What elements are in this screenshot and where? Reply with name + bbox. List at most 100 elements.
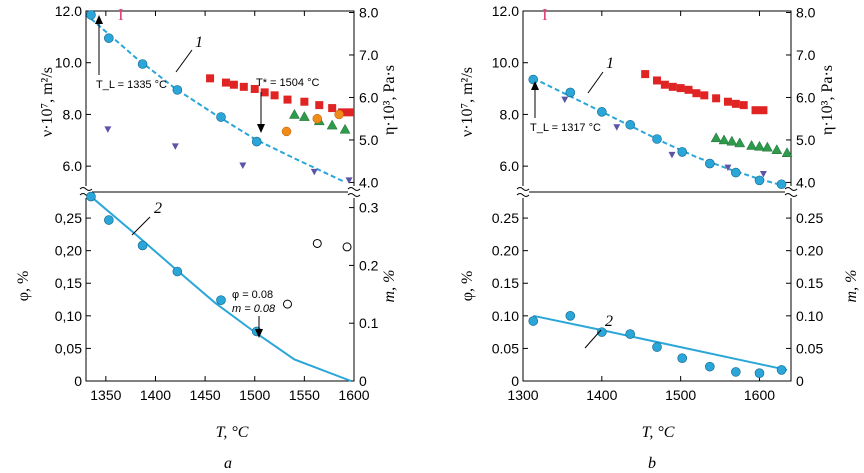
panel-b-lower-left-tick-label: 0.05 — [492, 340, 519, 356]
panel-b-x-tick-label: 1300 — [507, 387, 538, 403]
panel-b-x-tick-label: 1600 — [744, 387, 775, 403]
panel-a-nu-point — [172, 85, 183, 95]
panel-a-curve-2-leader — [131, 216, 151, 236]
panel-b-eta-triangle-point — [746, 139, 758, 150]
panel-a-tstar-annotation: T* = 1504 °C — [256, 77, 319, 89]
panel-a-upper-frame — [85, 10, 355, 193]
panel-a-x-tick-label: 1500 — [239, 387, 270, 403]
panel-a-lower-right-tick-label: 0.2 — [359, 257, 379, 273]
panel-b-eta-down-triangle-point — [668, 151, 676, 159]
panel-b-nu-point — [528, 74, 539, 85]
panel-b-lower-right-tick-label: 0.15 — [796, 275, 823, 291]
panel-b-eta-triangle-point — [718, 134, 730, 145]
panel-b-upper-left-tick-label: 12.0 — [492, 3, 519, 19]
panel-b-marks — [528, 70, 793, 378]
panel-b-eta-square-point — [700, 91, 709, 100]
panel-a-ticks — [86, 10, 355, 382]
panel-b-eta-triangle-point — [734, 137, 746, 148]
panel-b-eta-down-triangle-point — [613, 124, 621, 131]
panel-b-upper-left-y-label: ν·10⁷, m²/s — [459, 67, 476, 137]
panel-a-lower-left-y-label: φ, % — [15, 271, 32, 302]
panel-a-tl-arrowhead — [95, 15, 103, 24]
panel-b-ticks — [522, 10, 791, 382]
panel-b-nu-point — [597, 107, 607, 117]
panel-a-eta-square-point — [206, 74, 215, 83]
panel-a-nu-point — [216, 112, 226, 122]
panel-a-lower-right-tick-label: 0.1 — [359, 315, 379, 331]
panel-a-eta-down-triangle-point — [310, 168, 318, 176]
panel-a-eta-orange-point — [281, 126, 292, 137]
panel-a-eta-square-point — [315, 101, 324, 110]
panel-b-phi-point — [565, 311, 576, 321]
panel-b-eta-square-point — [739, 101, 748, 110]
panel-a-eta-square-point — [221, 78, 230, 87]
panel-b-eta-square-point — [684, 85, 693, 94]
panel-a-upper-right-y-label: η·10³, Pa·s — [381, 65, 398, 135]
panel-b-nu-fit-line — [532, 77, 784, 187]
panel-a-m-annotation: m = 0.08 — [232, 303, 276, 315]
panel-b-nu-point — [776, 179, 787, 190]
panel-a-phi-point — [216, 295, 226, 305]
panel-a-lower-right-tick-label: 0.3 — [359, 200, 379, 216]
panel-a-curve-2-label: 2 — [154, 200, 162, 217]
panel-a-upper-right-tick-label: 4.0 — [359, 174, 379, 190]
panel-a-eta-square-point — [229, 80, 238, 89]
panel-a-m-open-circle-point — [312, 238, 322, 248]
panel-b-phi-point — [597, 327, 607, 337]
panel-b-eta-square-point — [712, 94, 721, 103]
panel-b-error-bar-marker: I — [542, 5, 548, 24]
panel-a-eta-triangle-point — [339, 123, 351, 134]
panel-b-upper-right-tick-label: 8.0 — [796, 4, 816, 20]
panel-b-upper-left-tick-label: 6.0 — [500, 158, 520, 174]
panel-b-upper-left-tick-label: 8.0 — [500, 106, 520, 122]
panel-a-eta-square-point — [250, 84, 259, 93]
panel-a-upper-left-tick-label: 8.0 — [63, 106, 83, 122]
panel-b-upper-left-tick-label: 10.0 — [492, 55, 519, 71]
panel-b-lower-right-tick-label: 0 — [796, 373, 804, 389]
panel-a-lower-right-y-label: m, % — [381, 270, 398, 303]
panel-a-curve-1-leader — [175, 49, 193, 73]
panel-b-upper-right-y-label: η·10³, Pa·s — [819, 65, 836, 135]
panel-a-eta-down-triangle-point — [239, 162, 247, 169]
panel-a-x-tick-label: 1450 — [190, 387, 221, 403]
panel-a-curve-1-label: 1 — [195, 34, 203, 51]
panel-a-lower-frame — [85, 191, 355, 382]
panel-b-eta-square-point — [641, 70, 650, 79]
panel-b-phi-point — [705, 361, 715, 372]
panel-b-curve-2-leader — [584, 329, 602, 349]
panel-a-phi-point — [137, 240, 148, 251]
panel-b-upper-right-tick-label: 6.0 — [796, 89, 816, 105]
panel-a-eta-square-point — [300, 97, 309, 106]
panel-a-right-axis-break — [347, 187, 361, 197]
panel-b-eta-down-triangle-point — [561, 96, 569, 104]
panel-a-tstar-arrowhead — [257, 124, 265, 133]
panel-b-eta-square-point — [723, 97, 732, 106]
panel-b-nu-point — [565, 87, 576, 98]
panel-a-lower-left-tick-label: 0,10 — [55, 308, 82, 324]
panel-b-tl-annotation: T_L = 1317 °C — [530, 122, 601, 134]
panel-b-lower-frame — [522, 191, 792, 382]
panel-a-eta-square-point — [346, 108, 355, 117]
panel-a-x-tick-label: 1550 — [289, 387, 320, 403]
panel-a-x-axis-label: T, °C — [216, 424, 249, 441]
panel-a-m-open-circle-point — [342, 242, 352, 252]
panel-b-lower-left-tick-label: 0.15 — [492, 275, 519, 291]
panel-b-phi-point — [731, 367, 741, 377]
panel-a-phi-arrowhead — [255, 329, 263, 338]
panel-a-x-tick-label: 1350 — [90, 387, 121, 403]
panel-a-tl-annotation: T_L = 1335 °C — [96, 79, 167, 91]
panel-b-eta-square-point — [692, 89, 701, 98]
panel-a: 1350 1400 1450 1500 1550 1600 6.0 8.0 10… — [15, 3, 398, 472]
panel-a-phi-point — [86, 191, 96, 202]
panel-b-phi-point — [776, 365, 787, 375]
panel-b-phi-point — [652, 342, 662, 352]
panel-b-nu-point — [677, 147, 688, 157]
panel-b-eta-square-point — [759, 106, 768, 115]
panel-a-eta-down-triangle-point — [345, 177, 353, 184]
panel-b-lower-left-tick-label: 0.10 — [492, 308, 519, 324]
panel-a-eta-square-point — [239, 82, 248, 91]
panel-a-nu-point — [137, 59, 148, 69]
panel-a-nu-point — [86, 10, 96, 20]
panel-a-upper-right-tick-label: 5.0 — [359, 132, 379, 148]
panel-a-eta-square-point — [260, 88, 269, 97]
